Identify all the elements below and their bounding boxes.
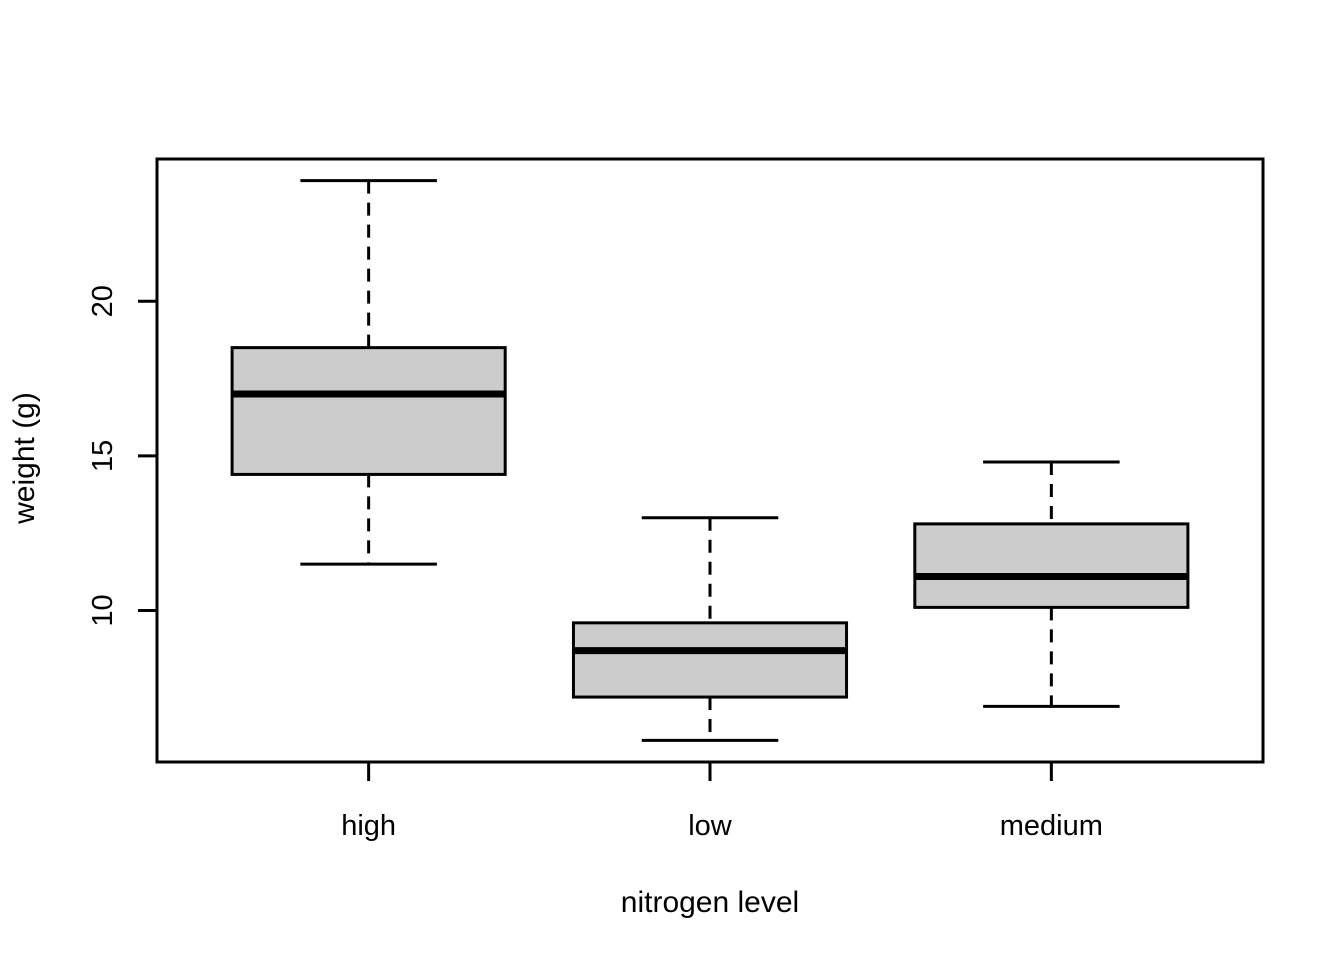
box-low [571,621,849,699]
x-tick-label-low: low [688,810,733,842]
box-medium [913,522,1190,609]
y-tick-label-15: 15 [87,440,119,472]
x-tick-label-high: high [341,810,396,842]
y-tick-label-10: 10 [87,594,119,626]
x-tick-label-medium: medium [1000,810,1103,842]
x-axis-title: nitrogen level [621,886,799,919]
plot-layer: 20 15 10 high low medium [87,157,1265,842]
y-tick-label-20: 20 [87,285,119,317]
y-axis-title: weight (g) [8,392,41,525]
box-high [230,346,507,476]
